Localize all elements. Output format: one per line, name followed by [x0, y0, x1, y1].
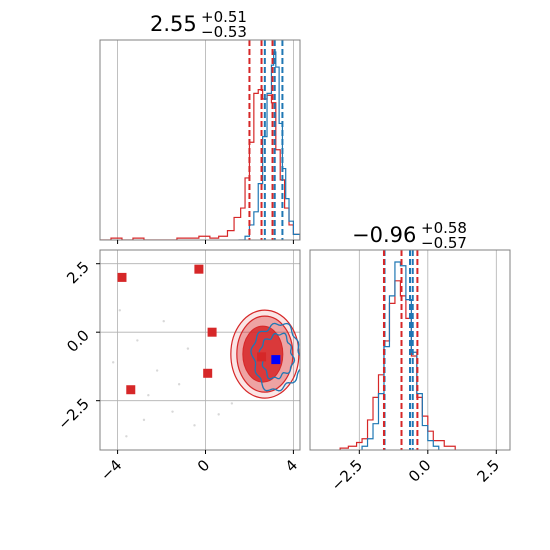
title-param-1: 2.55 [150, 12, 197, 36]
sample-point [193, 424, 196, 427]
red-square-marker [126, 385, 136, 395]
x-tick-label: 4 [282, 456, 301, 475]
red-square-marker [117, 272, 127, 282]
sample-point [118, 309, 121, 312]
x-tick-label: −2.5 [328, 456, 366, 494]
red-square-marker [194, 264, 204, 274]
title-param-2-sup: +0.58 [421, 219, 467, 237]
histogram-red [339, 280, 456, 450]
title-param-1-sub: −0.53 [201, 23, 247, 41]
hist-1-grid [117, 40, 294, 240]
histogram-blue [361, 261, 440, 450]
hist-1-series [100, 51, 300, 240]
red-square-marker [257, 352, 267, 362]
sample-point [111, 361, 115, 364]
x-tick-label: 2.5 [474, 456, 504, 486]
hist-1-frame [99, 39, 301, 241]
histogram-red [100, 89, 300, 240]
sample-point [177, 383, 181, 386]
hist-1-quantiles [248, 40, 284, 240]
histogram-blue [238, 51, 300, 240]
hist-panel-param-1 [99, 39, 301, 244]
title-param-2-sub: −0.57 [421, 234, 467, 252]
hist-panel-param-2: −2.5 0.0 2.5 [309, 249, 511, 495]
hist-2-quantiles [382, 250, 419, 450]
title-param-1-value: 2.55 [150, 12, 197, 36]
hist-2-ticks: −2.5 0.0 2.5 [328, 450, 503, 495]
blue-contour-outer [250, 322, 300, 392]
hist-2-frame [309, 249, 511, 451]
sample-point [125, 435, 128, 438]
sample-point [230, 402, 234, 405]
red-square-marker [203, 368, 213, 378]
y-tick-label: 2.5 [63, 258, 93, 288]
hist-2-series [339, 261, 456, 450]
title-param-2: −0.96 [352, 223, 416, 247]
blue-square-marker [271, 355, 281, 365]
sample-point [142, 418, 146, 422]
y-tick-label: 0.0 [63, 326, 93, 356]
sample-point [171, 410, 174, 413]
title-param-2-value: −0.96 [352, 223, 416, 247]
x-tick-label: 0.0 [405, 456, 435, 486]
sample-point [186, 347, 190, 350]
hist-1-ticks [117, 240, 294, 244]
title-param-1-sup: +0.51 [201, 8, 247, 26]
scatter-panel: −4 0 4 2.5 0.0 −2.5 [54, 249, 301, 484]
sample-point [136, 339, 139, 342]
scatter-background-samples [111, 309, 234, 438]
x-tick-label: −4 [97, 456, 125, 484]
sample-point [147, 394, 150, 397]
y-tick-label: −2.5 [54, 395, 92, 433]
scatter-points [117, 264, 281, 395]
red-square-marker [207, 327, 217, 337]
sample-point [162, 320, 165, 323]
scatter-contours [230, 309, 300, 399]
sample-point [217, 413, 220, 416]
scatter-frame [99, 249, 301, 451]
x-tick-label: 0 [194, 456, 213, 475]
sample-point [155, 369, 159, 372]
